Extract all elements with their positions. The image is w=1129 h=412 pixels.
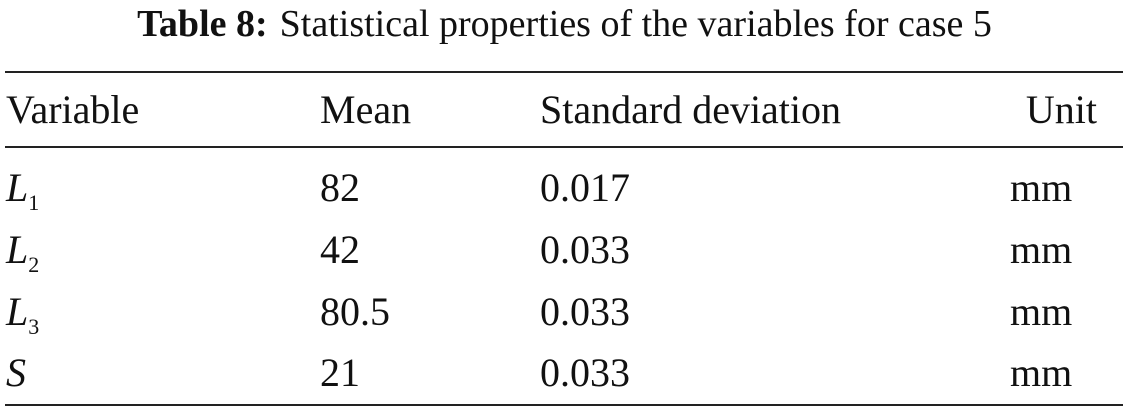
variable-symbol: L1	[6, 165, 39, 215]
cell: L2	[6, 226, 39, 289]
symbol: L	[6, 227, 29, 272]
cell: 0.033	[540, 350, 630, 395]
cell: mm	[1010, 165, 1073, 210]
subscript: 2	[28, 252, 40, 277]
top-rule	[5, 71, 1123, 73]
subscript: 1	[28, 190, 40, 215]
symbol: L	[6, 165, 29, 210]
table-label: Table 8:	[137, 3, 268, 45]
header-cell: Mean	[320, 87, 412, 132]
cell: 21	[320, 350, 360, 395]
cell: 0.017	[540, 165, 630, 210]
cell: mm	[1010, 350, 1073, 395]
cell: 42	[320, 227, 360, 272]
cell: mm	[1010, 289, 1073, 334]
variable-symbol: L2	[6, 227, 39, 277]
subscript: 3	[28, 314, 40, 339]
header-cell: Standard deviation	[540, 87, 842, 132]
header-rule	[5, 146, 1123, 148]
header-cell: Variable	[6, 87, 140, 132]
table-title: Statistical properties of the variables …	[279, 3, 992, 45]
bottom-rule	[5, 404, 1123, 406]
symbol: S	[6, 350, 26, 395]
variable-symbol: S	[6, 350, 26, 395]
variable-symbol: L3	[6, 289, 39, 339]
cell: 82	[320, 165, 360, 210]
symbol: L	[6, 289, 29, 334]
cell: L1	[6, 164, 39, 227]
cell: 0.033	[540, 227, 630, 272]
header-cell: Unit	[1025, 87, 1097, 132]
cell: L3	[6, 288, 39, 351]
cell: 0.033	[540, 289, 630, 334]
cell: 80.5	[320, 289, 390, 334]
cell: mm	[1010, 227, 1073, 272]
caption: Table 8: Statistical properties of the va…	[0, 0, 1129, 48]
cell: S	[6, 349, 26, 397]
